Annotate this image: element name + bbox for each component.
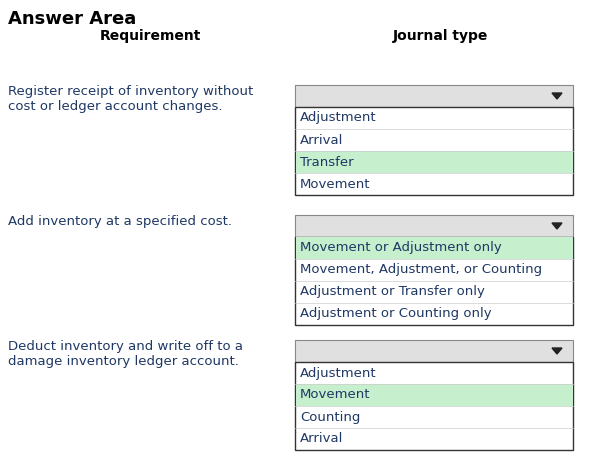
Text: Arrival: Arrival (300, 432, 343, 446)
Bar (295, 362, 573, 450)
Text: Movement: Movement (300, 388, 371, 402)
Text: Transfer: Transfer (300, 155, 353, 169)
Bar (295, 237, 573, 325)
Text: Requirement: Requirement (99, 29, 201, 43)
Text: Arrival: Arrival (300, 134, 343, 146)
Polygon shape (552, 223, 562, 229)
Bar (295, 151, 572, 172)
Text: Movement: Movement (300, 177, 371, 191)
Text: Add inventory at a specified cost.: Add inventory at a specified cost. (8, 215, 232, 228)
Text: Movement or Adjustment only: Movement or Adjustment only (300, 242, 502, 254)
Text: Register receipt of inventory without: Register receipt of inventory without (8, 85, 253, 98)
Bar (295, 237, 572, 259)
Text: Deduct inventory and write off to a: Deduct inventory and write off to a (8, 340, 243, 353)
Bar (295, 107, 573, 195)
Text: damage inventory ledger account.: damage inventory ledger account. (8, 355, 239, 368)
Text: Adjustment or Transfer only: Adjustment or Transfer only (300, 286, 485, 298)
Text: Adjustment: Adjustment (300, 366, 377, 379)
Polygon shape (552, 348, 562, 354)
Bar (295, 215, 573, 237)
Text: Answer Area: Answer Area (8, 10, 136, 28)
Text: Adjustment: Adjustment (300, 111, 377, 125)
Text: cost or ledger account changes.: cost or ledger account changes. (8, 100, 222, 113)
Text: Counting: Counting (300, 411, 361, 423)
Text: Journal type: Journal type (392, 29, 488, 43)
Bar (295, 85, 573, 107)
Text: Adjustment or Counting only: Adjustment or Counting only (300, 307, 492, 320)
Bar (295, 340, 573, 362)
Polygon shape (552, 93, 562, 99)
Bar (295, 384, 572, 405)
Text: Movement, Adjustment, or Counting: Movement, Adjustment, or Counting (300, 263, 542, 277)
